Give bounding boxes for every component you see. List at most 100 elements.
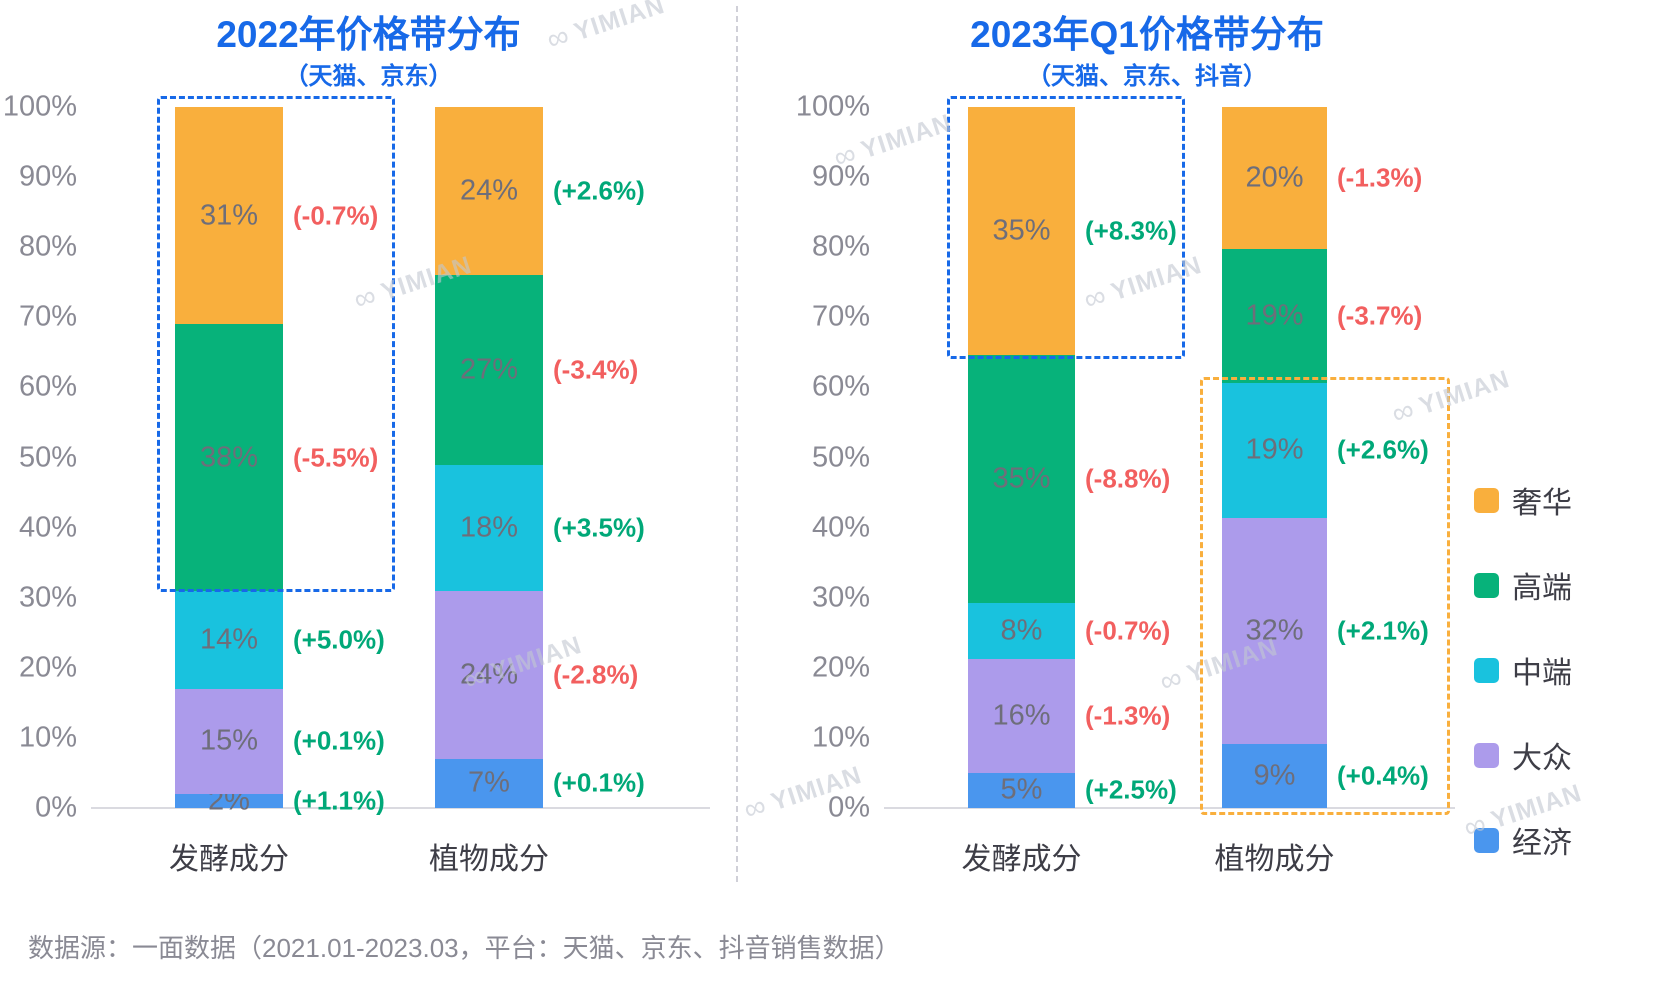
delta-label: (+5.0%) (293, 624, 385, 655)
legend-item-大众: 大众 (1474, 733, 1572, 777)
legend-label: 大众 (1512, 742, 1572, 775)
segment-value-label: 15% (199, 724, 259, 757)
legend-item-中端: 中端 (1474, 648, 1572, 692)
data-source: 数据源：一面数据（2021.01-2023.03，平台：天猫、京东、抖音销售数据… (28, 933, 901, 963)
category-label: 植物成分 (429, 843, 549, 876)
y-axis-label: 50% (811, 441, 870, 473)
segment-奢华: 35% (+8.3%) (968, 107, 1177, 355)
y-axis-label: 40% (811, 511, 870, 544)
y-axis-label: 10% (18, 721, 77, 754)
y-axis-label: 20% (18, 651, 77, 684)
legend-swatch (1474, 487, 1499, 513)
category-label: 植物成分 (1214, 843, 1335, 876)
delta-label: (+2.6%) (553, 175, 645, 206)
category-label: 发酵成分 (961, 843, 1082, 876)
segment-中端: 19% (+2.6%) (1222, 383, 1429, 518)
segment-奢华: 31% (-0.7%) (175, 107, 378, 325)
legend: 奢华高端中端大众经济 (1474, 478, 1572, 862)
segment-value-label: 27% (459, 353, 519, 386)
segment-value-label: 32% (1245, 614, 1304, 647)
delta-label: (+3.5%) (553, 512, 645, 543)
category-label: 发酵成分 (169, 843, 289, 876)
segment-value-label: 35% (992, 462, 1051, 495)
segment-value-label: 9% (1253, 759, 1296, 792)
delta-label: (-5.5%) (293, 442, 379, 473)
segment-经济: 5% (+2.5%) (968, 772, 1177, 808)
delta-label: (-1.3%) (1085, 700, 1171, 731)
segment-value-label: 16% (992, 699, 1051, 732)
legend-item-经济: 经济 (1474, 818, 1572, 862)
segment-高端: 19% (-3.7%) (1222, 248, 1422, 384)
x-axis-line (884, 807, 1455, 809)
segment-value-label: 20% (1245, 161, 1304, 194)
chart-title-2022: 2022年价格带分布 (216, 14, 521, 55)
legend-label: 经济 (1512, 827, 1572, 860)
chart-subtitle-2022: （天猫、京东） (284, 63, 453, 90)
delta-label: (+8.3%) (1085, 215, 1177, 246)
segment-value-label: 31% (199, 199, 259, 232)
chart-2023q1: 2023年Q1价格带分布 （天猫、京东、抖音） 0% 10% 20% 30% 40% 50… (760, 0, 1466, 900)
legend-swatch (1474, 742, 1499, 768)
segment-中端: 8% (-0.7%) (968, 602, 1170, 660)
y-axis-label: 50% (18, 441, 77, 473)
segment-value-label: 19% (1245, 433, 1304, 466)
segment-高端: 35% (-8.8%) (968, 354, 1170, 603)
segment-value-label: 19% (1245, 299, 1304, 332)
delta-label: (-8.8%) (1085, 463, 1171, 494)
delta-label: (-1.3%) (1337, 162, 1423, 193)
divider-line (736, 6, 738, 882)
segment-value-label: 7% (468, 766, 510, 799)
delta-label: (+2.6%) (1337, 434, 1429, 465)
y-axis-label: 40% (18, 511, 77, 544)
delta-label: (+2.1%) (1337, 615, 1429, 646)
stacked-bar-发酵成分: 5% (+2.5%) 16% (-1.3%) 8% (-0.7%) 35% (-8.8%) 35… (968, 107, 1177, 808)
legend-swatch (1474, 572, 1499, 598)
segment-高端: 38% (-5.5%) (175, 324, 378, 591)
segment-value-label: 24% (459, 174, 519, 207)
segment-大众: 15% (+0.1%) (175, 688, 385, 794)
stacked-bar-植物成分: 7% (+0.1%) 24% (-2.8%) 18% (+3.5%) 27% (-3.4%) 2… (435, 107, 645, 808)
delta-label: (+0.1%) (293, 725, 385, 756)
delta-label: (-3.7%) (1337, 300, 1423, 331)
segment-经济: 9% (+0.4%) (1222, 744, 1429, 808)
y-axis-label: 20% (811, 651, 870, 684)
delta-label: (-2.8%) (553, 659, 639, 690)
stacked-bar-发酵成分: 2% (+1.1%) 15% (+0.1%) 14% (+5.0%) 38% (-5.5%) 3… (175, 107, 385, 816)
legend-label: 中端 (1512, 657, 1572, 690)
chart-title-2023q1: 2023年Q1价格带分布 (970, 14, 1324, 55)
chart-2022: 2022年价格带分布 （天猫、京东） 0% 10% 20% 30% 40% 50% 60% 7… (0, 0, 737, 900)
segment-经济: 7% (+0.1%) (435, 758, 645, 808)
segment-value-label: 14% (199, 623, 259, 656)
y-axis-label: 30% (18, 581, 77, 614)
segment-value-label: 5% (1000, 773, 1043, 806)
y-axis-label: 90% (18, 160, 77, 193)
segment-经济: 2% (+1.1%) (175, 784, 385, 816)
delta-label: (+0.1%) (553, 767, 645, 798)
segment-奢华: 24% (+2.6%) (435, 107, 645, 276)
legend-item-高端: 高端 (1474, 563, 1572, 607)
plot-area: 5% (+2.5%) 16% (-1.3%) 8% (-0.7%) 35% (-8.8%) 35… (884, 107, 1455, 876)
stacked-bar-植物成分: 9% (+0.4%) 32% (+2.1%) 19% (+2.6%) 19% (-3.7%) 2… (1222, 107, 1429, 808)
plot-area: 2% (+1.1%) 15% (+0.1%) 14% (+5.0%) 38% (-5.5%) 3… (91, 107, 710, 876)
y-axis-label: 0% (35, 791, 77, 824)
segment-奢华: 20% (-1.3%) (1222, 107, 1422, 249)
segment-value-label: 24% (459, 658, 519, 691)
y-axis: 0% 10% 20% 30% 40% 50% 60% 70% 80% 90% 100% (760, 91, 870, 824)
legend-swatch (1474, 827, 1499, 853)
y-axis-label: 30% (811, 581, 870, 614)
delta-label: (+1.1%) (293, 785, 385, 816)
x-axis-line (91, 807, 710, 809)
y-axis-label: 10% (811, 721, 870, 754)
y-axis-label: 100% (2, 90, 77, 123)
y-axis-label: 0% (828, 791, 870, 824)
segment-中端: 14% (+5.0%) (175, 590, 385, 689)
legend-item-奢华: 奢华 (1474, 478, 1572, 522)
y-axis: 0% 10% 20% 30% 40% 50% 60% 70% 80% 90% 100% (0, 91, 77, 824)
y-axis-label: 80% (811, 230, 870, 263)
segment-value-label: 8% (1000, 614, 1043, 647)
y-axis-label: 70% (18, 300, 77, 333)
y-axis-label: 60% (18, 370, 77, 403)
y-axis-label: 70% (811, 300, 870, 333)
legend-label: 奢华 (1512, 487, 1572, 520)
